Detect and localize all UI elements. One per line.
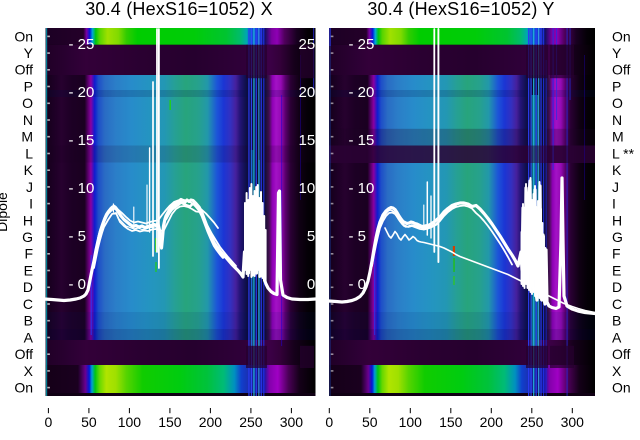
svg-text:K: K	[612, 162, 622, 178]
svg-text:A: A	[612, 329, 622, 345]
svg-text:B: B	[612, 313, 621, 329]
svg-text:C: C	[23, 296, 33, 312]
svg-text:- 5: - 5	[69, 228, 87, 245]
svg-text:20: 20	[299, 84, 316, 101]
svg-text:Off: Off	[612, 346, 631, 362]
svg-text:100: 100	[399, 414, 423, 430]
svg-text:X: X	[612, 363, 622, 379]
svg-text:- 0: - 0	[349, 276, 367, 293]
svg-text:D: D	[23, 279, 33, 295]
svg-text:25: 25	[299, 36, 316, 53]
svg-text:0: 0	[307, 276, 315, 293]
svg-text:50: 50	[362, 414, 378, 430]
svg-text:F: F	[612, 246, 621, 262]
svg-text:Y: Y	[612, 45, 622, 61]
svg-text:0: 0	[325, 414, 333, 430]
svg-text:- 25: - 25	[69, 36, 95, 53]
svg-text:On: On	[612, 28, 631, 44]
svg-text:J: J	[612, 179, 619, 195]
svg-text:Dipole: Dipole	[0, 192, 10, 232]
svg-text:H: H	[23, 212, 33, 228]
svg-text:- 15: - 15	[69, 132, 95, 149]
svg-text:E: E	[24, 262, 33, 278]
svg-text:D: D	[612, 279, 622, 295]
svg-text:M: M	[21, 129, 33, 145]
svg-text:200: 200	[199, 414, 223, 430]
svg-text:Off: Off	[15, 62, 34, 78]
svg-text:On: On	[14, 380, 33, 396]
svg-text:30.4 (HexS16=1052) X: 30.4 (HexS16=1052) X	[85, 0, 273, 19]
svg-text:- 0: - 0	[69, 276, 87, 293]
svg-text:I: I	[29, 196, 33, 212]
svg-text:30.4 (HexS16=1052) Y: 30.4 (HexS16=1052) Y	[367, 0, 554, 19]
svg-text:- 15: - 15	[349, 132, 375, 149]
svg-text:I: I	[612, 196, 616, 212]
svg-text:G: G	[22, 229, 33, 245]
svg-text:M: M	[612, 129, 624, 145]
svg-text:- 25: - 25	[349, 36, 375, 53]
svg-text:5: 5	[307, 228, 315, 245]
svg-text:A: A	[24, 329, 34, 345]
svg-text:300: 300	[561, 414, 585, 430]
svg-text:N: N	[23, 112, 33, 128]
svg-text:- 5: - 5	[349, 228, 367, 245]
svg-text:On: On	[14, 28, 33, 44]
svg-text:50: 50	[81, 414, 97, 430]
svg-text:Off: Off	[15, 346, 34, 362]
svg-text:15: 15	[299, 132, 316, 149]
svg-text:X: X	[24, 363, 34, 379]
svg-text:L **: L **	[612, 145, 635, 161]
svg-text:100: 100	[118, 414, 142, 430]
svg-text:O: O	[22, 95, 33, 111]
svg-text:H: H	[612, 212, 622, 228]
svg-text:On: On	[612, 380, 631, 396]
svg-text:150: 150	[439, 414, 463, 430]
svg-text:Off: Off	[612, 62, 631, 78]
svg-text:- 10: - 10	[69, 180, 95, 197]
svg-text:K: K	[24, 162, 34, 178]
svg-text:300: 300	[280, 414, 304, 430]
svg-text:250: 250	[520, 414, 544, 430]
svg-text:E: E	[612, 262, 621, 278]
svg-text:- 10: - 10	[349, 180, 375, 197]
svg-text:250: 250	[239, 414, 263, 430]
svg-text:0: 0	[45, 414, 53, 430]
svg-text:B: B	[24, 313, 33, 329]
svg-text:Y: Y	[24, 45, 34, 61]
svg-text:- 20: - 20	[69, 84, 95, 101]
svg-text:N: N	[612, 112, 622, 128]
svg-text:200: 200	[480, 414, 504, 430]
svg-text:J: J	[26, 179, 33, 195]
svg-text:G: G	[612, 229, 623, 245]
svg-text:- 20: - 20	[349, 84, 375, 101]
svg-text:C: C	[612, 296, 622, 312]
svg-text:O: O	[612, 95, 623, 111]
svg-text:F: F	[24, 246, 33, 262]
svg-text:P: P	[612, 78, 621, 94]
svg-text:L: L	[25, 145, 33, 161]
svg-text:10: 10	[299, 180, 316, 197]
svg-text:P: P	[24, 78, 33, 94]
svg-text:150: 150	[158, 414, 182, 430]
